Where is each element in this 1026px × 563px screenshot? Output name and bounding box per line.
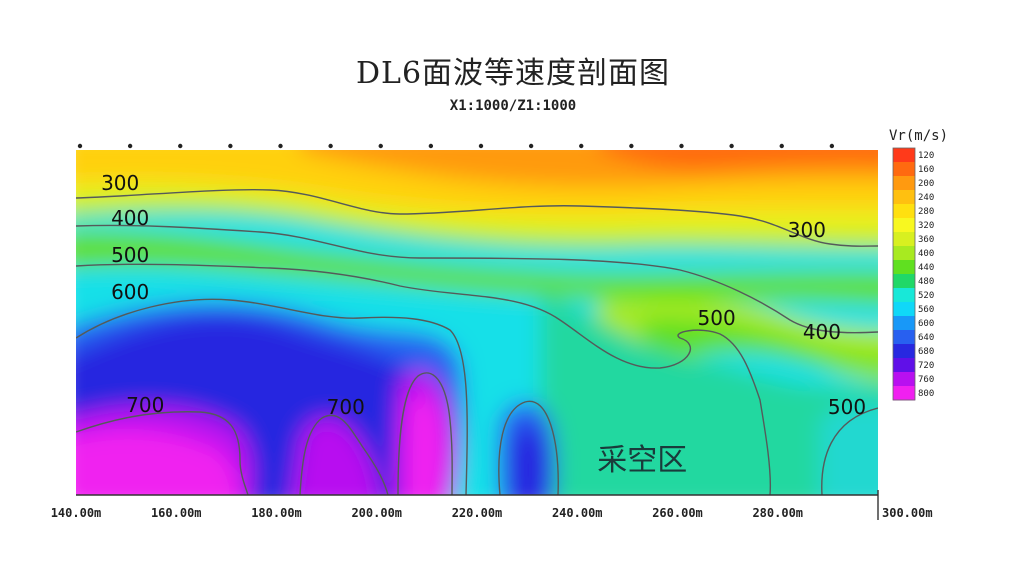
contour-label: 600	[111, 280, 149, 304]
colorbar-tick-label: 240	[918, 193, 934, 203]
contour-line-600-pocket	[498, 400, 559, 495]
top-marker-dot	[378, 143, 383, 149]
top-marker-dot	[428, 143, 434, 149]
top-marker-dot	[278, 143, 283, 149]
colorbar-swatch	[893, 218, 915, 233]
goaf-zone-label: 采空区	[597, 443, 687, 478]
x-tick-label: 280.00m	[752, 506, 803, 520]
x-tick-label: 200.00m	[351, 506, 402, 520]
top-marker-dot	[228, 143, 233, 149]
chart-title: DL6面波等速度剖面图	[355, 56, 671, 91]
colorbar-tick-label: 120	[918, 151, 934, 161]
contour-line-500-right	[821, 407, 878, 495]
x-tick-label: 220.00m	[452, 506, 503, 520]
contour-line-600	[76, 298, 468, 495]
velocity-field	[76, 150, 878, 495]
x-tick-label: 260.00m	[652, 506, 703, 520]
annotations: 采空区	[597, 443, 687, 478]
colorbar-tick-label: 480	[918, 277, 934, 287]
colorbar-swatch	[893, 358, 915, 373]
top-marker-dot	[779, 143, 784, 149]
colorbar-swatch	[893, 176, 915, 191]
contour-line-300-left	[76, 189, 878, 247]
colorbar-tick-label: 640	[918, 333, 934, 343]
contour-label: 700	[327, 395, 365, 419]
colorbar-tick-label: 320	[918, 221, 934, 231]
colorbar-tick-label: 600	[918, 319, 934, 329]
contour-label: 300	[101, 171, 139, 195]
colorbar-frame	[892, 147, 916, 401]
colorbar-swatch	[893, 246, 915, 261]
colorbar-tick-label: 360	[918, 235, 934, 245]
colorbar-tick-label: 200	[918, 179, 934, 189]
contour-label: 400	[111, 206, 149, 230]
colorbar-swatch	[893, 190, 915, 205]
x-tick-label: 240.00m	[552, 506, 603, 520]
chart-subtitle: X1:1000/Z1:1000	[449, 98, 577, 114]
colorbar-swatch	[893, 148, 915, 163]
colorbar-tick-label: 560	[918, 305, 934, 315]
x-axis-ticks: 140.00m 160.00m 180.00m 200.00m 220.00m 240.0…	[51, 506, 933, 520]
colorbar-swatch	[893, 260, 915, 275]
top-marker-dot	[679, 143, 684, 149]
contour-label: 700	[126, 393, 164, 417]
colorbar-swatch	[893, 162, 915, 177]
colorbar-tick-label: 400	[918, 249, 934, 259]
colorbar-swatch	[893, 274, 915, 289]
top-marker-dot	[77, 143, 83, 149]
x-tick-label: 160.00m	[151, 506, 202, 520]
colorbar-tick-label: 800	[918, 389, 934, 399]
x-tick-label: 140.00m	[51, 506, 102, 520]
contour-label: 500	[111, 243, 149, 267]
contour-labels: 300 400 500 600 700 700 300 500 400 500	[101, 171, 866, 419]
colorbar-tick-label: 760	[918, 375, 934, 385]
colorbar-swatch	[893, 232, 915, 247]
colorbar-tick-label: 160	[918, 165, 934, 175]
top-marker-dot	[478, 143, 484, 149]
contour-line-400	[76, 224, 878, 334]
colorbar-tick-label: 720	[918, 361, 934, 371]
colorbar-tick-label: 520	[918, 291, 934, 301]
x-tick-label: 300.00m	[882, 506, 933, 520]
top-marker-dot	[127, 143, 133, 149]
contour-label: 500	[828, 395, 866, 419]
top-marker-dot	[829, 143, 835, 149]
top-marker-dot	[528, 143, 534, 149]
colorbar-swatch	[893, 302, 915, 317]
top-marker-dot	[629, 143, 634, 149]
colorbar-tick-label: 680	[918, 347, 934, 357]
x-tick-label: 180.00m	[251, 506, 302, 520]
contour-label: 500	[698, 306, 736, 330]
colorbar-swatch	[893, 386, 915, 401]
colorbar-swatch	[893, 344, 915, 359]
colorbar-tick-label: 440	[918, 263, 934, 273]
colorbar-swatch	[893, 330, 915, 345]
colorbar-title: Vr(m/s)	[889, 128, 948, 144]
contour-line-700-deep	[397, 372, 453, 495]
contour-label: 400	[803, 320, 841, 344]
top-marker-dots	[77, 143, 835, 149]
top-marker-dot	[729, 143, 734, 149]
colorbar-swatch	[893, 204, 915, 219]
contour-line-700-mid	[299, 414, 389, 495]
colorbar-tick-label: 280	[918, 207, 934, 217]
top-marker-dot	[328, 143, 333, 149]
contour-line-500	[76, 263, 772, 495]
top-marker-dot	[178, 143, 183, 149]
colorbar: Vr(m/s) 120 160 200 240 280 320 360 400 440 480 520…	[889, 128, 948, 401]
colorbar-swatch	[893, 288, 915, 303]
top-marker-dot	[579, 143, 584, 149]
colorbar-swatch	[893, 316, 915, 331]
colorbar-swatch	[893, 372, 915, 387]
contour-line-700-left	[76, 411, 249, 495]
contour-label: 300	[788, 218, 826, 242]
